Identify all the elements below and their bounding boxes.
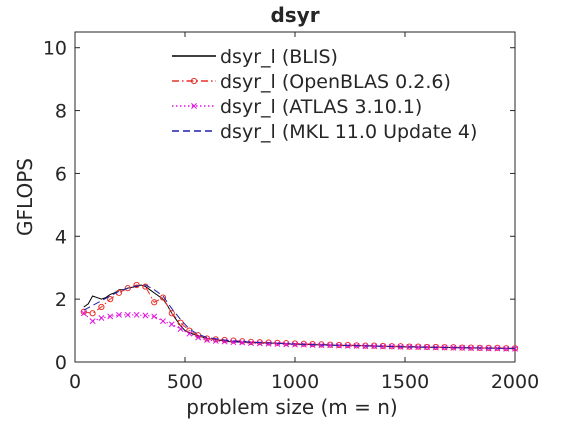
legend: dsyr_l (BLIS) dsyr_l (OpenBLAS 0.2.6) dsyr… [172,46,477,143]
data-point [327,342,334,349]
legend-marker [190,77,198,85]
data-point [274,341,281,348]
data-point [415,344,422,351]
data-point [336,342,342,349]
y-tick-label: 4 [55,226,67,248]
y-tick-label: 10 [43,38,67,60]
y-tick-label: 2 [55,289,67,311]
legend-label: dsyr_l (OpenBLAS 0.2.6) [220,71,451,93]
data-point [151,313,158,320]
legend-label: dsyr_l (ATLAS 3.10.1) [220,96,422,118]
data-point [98,303,105,311]
data-point [291,340,299,347]
data-point [371,343,378,350]
data-point [424,344,430,351]
data-point [318,342,325,349]
data-point [204,337,210,343]
data-point [512,345,518,352]
data-point [98,315,105,321]
data-point [274,339,281,346]
data-point [151,299,158,306]
data-point [142,312,149,319]
data-point [168,321,175,328]
data-point [203,335,211,342]
x-tick-label: 1000 [271,371,319,393]
data-point [248,340,254,347]
chart-title: dsyr [270,3,319,27]
legend-label: dsyr_l (MKL 11.0 Update 4) [220,121,477,143]
data-point [186,330,193,337]
y-axis-label: GFLOPS [13,158,37,236]
data-point [89,310,96,317]
data-point [459,344,466,351]
x-tick-label: 2000 [491,371,539,393]
data-point [177,326,184,332]
data-point [89,318,96,325]
data-point [239,339,246,346]
data-point [230,339,237,346]
data-point [124,311,131,318]
legend-label: dsyr_l (BLIS) [220,46,338,68]
data-point [283,341,290,348]
series-line-3 [83,284,516,349]
data-point [124,285,131,292]
data-point [80,308,87,315]
x-tick-label: 1500 [381,371,429,393]
plot-frame [74,31,516,363]
data-point [168,310,175,317]
y-tick-label: 6 [55,163,67,185]
x-tick-label: 0 [69,371,81,393]
data-point [292,341,298,348]
y-tick-label: 8 [55,101,67,123]
data-point [159,294,167,301]
data-point [133,281,140,289]
data-point [212,336,219,343]
data-point [256,340,263,347]
x-tick-label: 500 [167,371,203,393]
data-point [107,313,114,320]
data-point [107,296,114,303]
series-layer [80,281,519,352]
series-3 [83,284,516,349]
data-point [503,345,510,352]
data-point [195,334,202,341]
y-tick-label: 0 [55,352,67,374]
data-point [133,311,140,318]
data-point [468,345,474,352]
legend-marker [191,103,197,109]
data-point [265,340,272,347]
x-axis-label: problem size (m = n) [186,395,397,419]
x-axis-ticks: 0 500 1000 1500 2000 [69,32,539,393]
data-point [160,318,166,325]
data-point [380,343,386,350]
data-point [80,310,87,317]
data-point [116,311,122,318]
data-point [318,341,325,348]
y-axis-ticks: 0 2 4 6 8 10 [43,38,515,374]
